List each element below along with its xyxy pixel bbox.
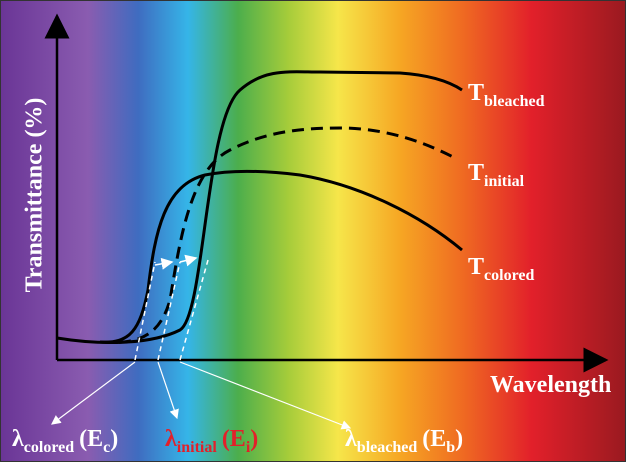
curve-initial xyxy=(99,126,456,344)
curve-colored xyxy=(99,169,463,344)
curve-label: Tcolored xyxy=(468,254,534,284)
wavelength-label: λcolored (Ec) xyxy=(12,426,118,456)
label-arrows xyxy=(51,361,352,430)
wavelength-label: λbleached (Eb) xyxy=(345,426,463,456)
curve-label: Tbleached xyxy=(468,80,545,110)
guide-lines xyxy=(134,254,209,361)
curve-bleached xyxy=(56,70,463,345)
wavelength-label: λinitial (Ei) xyxy=(165,426,258,456)
y-axis-label: Transmittance (%) xyxy=(22,98,48,293)
x-axis-label: Wavelength xyxy=(490,372,611,398)
curve-label: Tinitial xyxy=(468,160,525,190)
